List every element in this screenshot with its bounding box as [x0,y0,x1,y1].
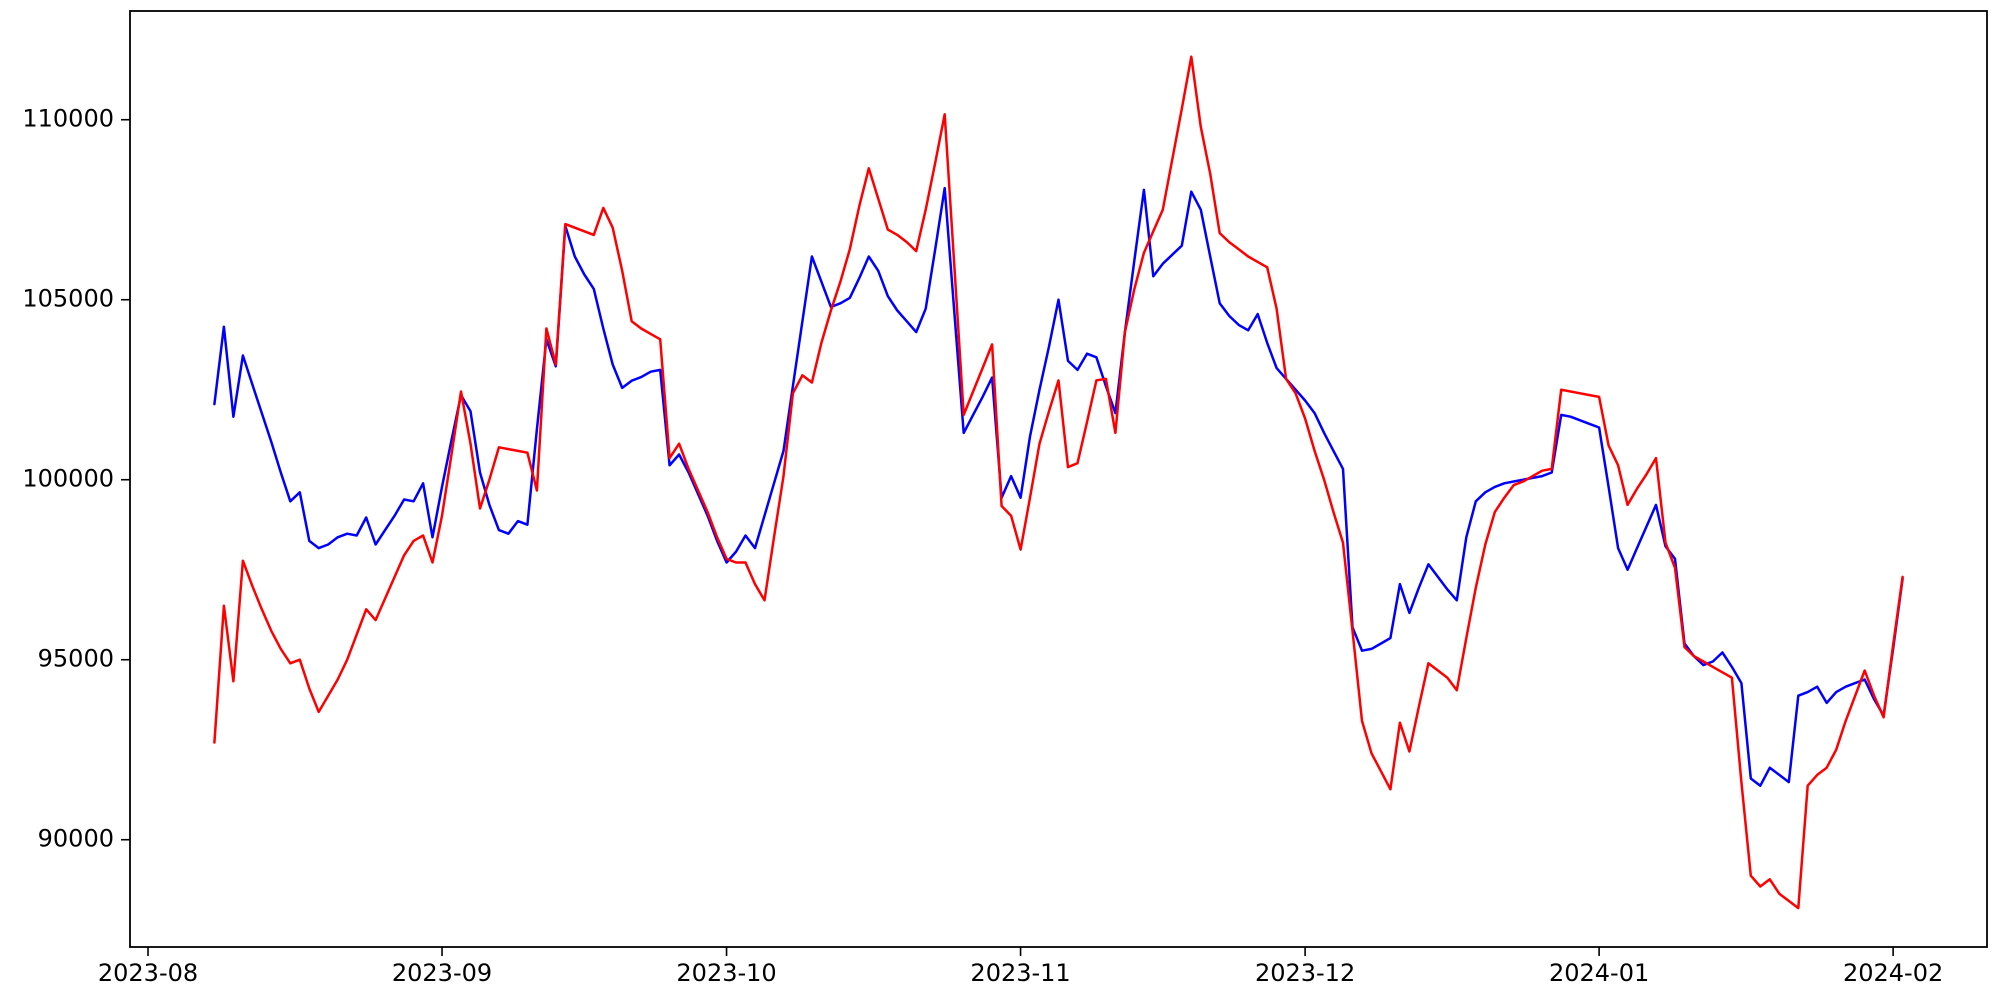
y-tick-label: 110000 [22,105,114,133]
x-axis-ticks: 2023-08 2023-09 2023-10 2023-11 2023-12 2024-… [98,947,1943,987]
axes-spines [129,10,1988,948]
y-tick-label: 90000 [38,825,114,853]
y-tick-label: 105000 [22,285,114,313]
plot-background [130,11,1987,947]
x-tick-label: 2023-12 [1255,959,1355,987]
y-axis-ticks: 90000 95000 100000 105000 110000 [22,105,130,853]
plot-border [129,10,1988,948]
series-lines [213,55,1904,910]
y-tick-label: 95000 [38,645,114,673]
x-tick-label: 2024-01 [1549,959,1649,987]
red-series-line [213,55,1904,910]
x-tick-label: 2023-08 [98,959,198,987]
blue-series-line [213,186,1904,787]
x-tick-label: 2024-02 [1843,959,1943,987]
x-tick-label: 2023-10 [676,959,776,987]
x-tick-label: 2023-09 [392,959,492,987]
plot-area [130,11,1987,947]
x-tick-label: 2023-11 [970,959,1070,987]
y-tick-label: 100000 [22,465,114,493]
